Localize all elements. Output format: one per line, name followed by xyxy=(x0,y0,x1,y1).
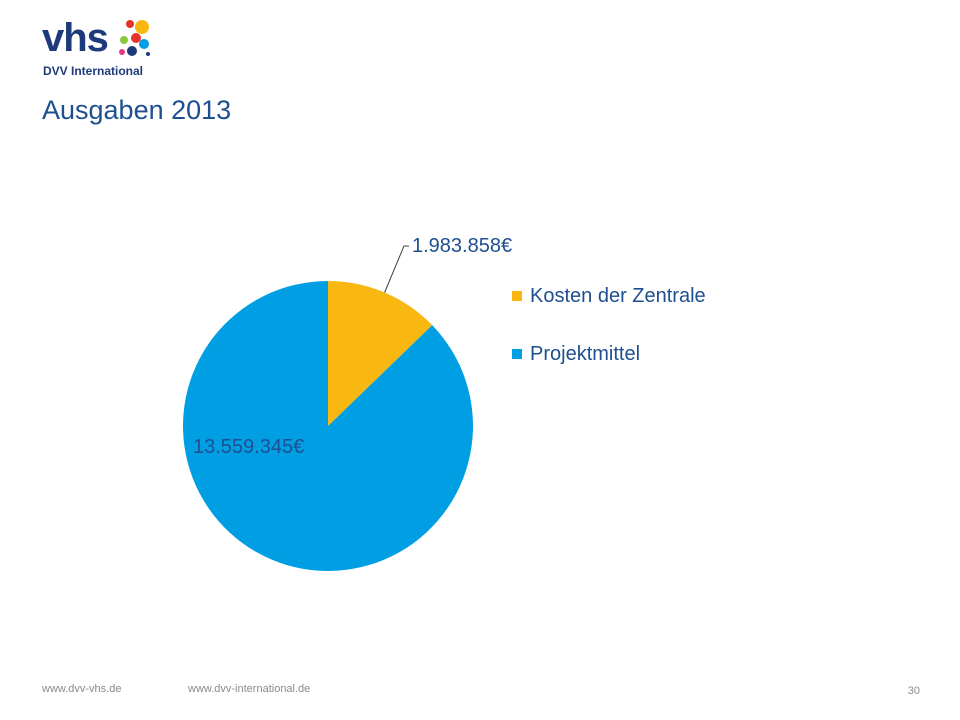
footer-link-dvv-international[interactable]: www.dvv-international.de xyxy=(188,683,311,695)
logo-wordmark: vhs xyxy=(42,16,109,60)
legend-item-projektmittel: Projektmittel xyxy=(512,341,706,367)
colored-dots-icon xyxy=(119,20,150,56)
legend-label-kosten: Kosten der Zentrale xyxy=(530,285,706,307)
page-number: 30 xyxy=(907,685,920,697)
data-label-kosten-der-zentrale: 1.983.858€ xyxy=(412,235,512,257)
legend-label-projektmittel: Projektmittel xyxy=(530,343,641,365)
legend-swatch-projektmittel xyxy=(512,349,522,359)
footer-link-dvv-vhs[interactable]: www.dvv-vhs.de xyxy=(42,683,122,695)
data-label-projektmittel: 13.559.345€ xyxy=(193,436,304,458)
slide-title: Ausgaben 2013 xyxy=(42,95,232,125)
pie-slice-projektmittel xyxy=(182,281,473,571)
legend-swatch-kosten xyxy=(512,291,522,301)
chart-legend: Kosten der Zentrale Projektmittel xyxy=(512,283,706,399)
data-label-leader-line xyxy=(384,245,409,293)
vhs-logo: vhs DVV International xyxy=(42,18,162,82)
legend-item-kosten-der-zentrale: Kosten der Zentrale xyxy=(512,283,706,309)
pie-slice-kosten-der-zentrale xyxy=(328,281,433,426)
logo-subtitle: DVV International xyxy=(43,64,144,78)
